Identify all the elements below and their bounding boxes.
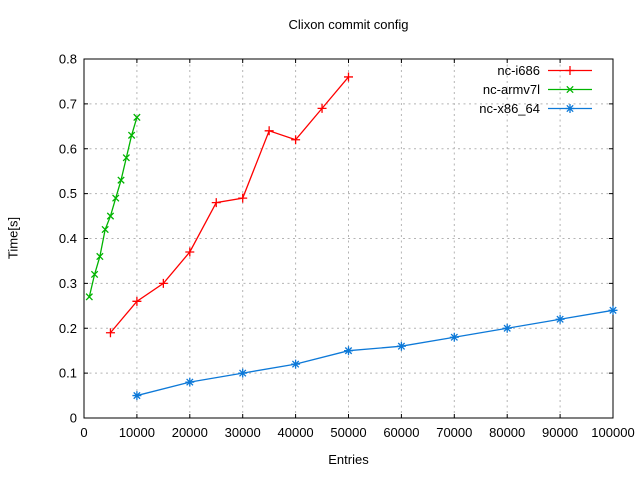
legend-item-nc-armv7l: nc-armv7l	[479, 80, 593, 99]
y-tick-label: 0.1	[59, 366, 77, 381]
legend-line-sample	[548, 66, 592, 75]
data-point-marker	[291, 359, 301, 369]
legend-sample-marker	[565, 66, 575, 75]
data-point-marker	[238, 368, 248, 378]
data-point-marker	[158, 278, 168, 288]
data-point-marker	[105, 328, 115, 338]
legend-label: nc-x86_64	[479, 101, 540, 116]
data-point-marker	[127, 131, 136, 139]
series-line	[88, 117, 138, 297]
x-tick-label: 40000	[278, 425, 314, 440]
data-point-marker	[185, 377, 195, 387]
data-point-marker	[449, 332, 459, 342]
data-point-marker	[132, 296, 142, 306]
chart-title: Clixon commit config	[288, 17, 409, 32]
y-tick-label: 0	[70, 411, 77, 426]
y-axis-label: Time[s]	[5, 216, 21, 260]
legend-item-nc-i686: nc-i686	[479, 61, 593, 80]
y-tick-label: 0.2	[59, 321, 77, 336]
x-tick-label: 90000	[542, 425, 578, 440]
legend-sample-marker	[566, 85, 574, 94]
data-point-marker	[185, 247, 195, 257]
legend-label: nc-i686	[497, 63, 540, 78]
data-point-marker	[117, 176, 125, 184]
y-tick-label: 0.5	[59, 186, 77, 201]
y-tick-label: 0.8	[59, 52, 77, 67]
legend-line-sample	[548, 85, 592, 94]
x-tick-label: 70000	[436, 425, 472, 440]
x-tick-label: 50000	[330, 425, 366, 440]
y-tick-label: 0.4	[59, 231, 77, 246]
data-point-marker	[291, 135, 301, 145]
data-point-marker	[106, 212, 115, 220]
x-tick-label: 60000	[383, 425, 419, 440]
data-point-marker	[133, 113, 141, 121]
y-tick-label: 0.7	[59, 96, 77, 111]
y-tick-label: 0.6	[59, 141, 77, 156]
data-point-marker	[90, 270, 99, 279]
x-tick-label: 80000	[489, 425, 525, 440]
x-tick-label: 100000	[591, 425, 634, 440]
x-tick-label: 30000	[225, 425, 261, 440]
data-point-marker	[344, 346, 353, 356]
legend: nc-i686 nc-armv7l nc-x86_64	[479, 61, 593, 118]
data-point-marker	[85, 293, 93, 301]
x-tick-label: 20000	[172, 425, 208, 440]
data-point-marker	[211, 198, 221, 208]
data-point-marker	[96, 252, 104, 261]
x-tick-label: 10000	[119, 425, 155, 440]
legend-item-nc-x86_64: nc-x86_64	[479, 99, 593, 118]
legend-label: nc-armv7l	[482, 82, 540, 97]
data-point-marker	[502, 323, 512, 333]
data-point-marker	[608, 305, 618, 315]
legend-line-sample	[548, 104, 592, 113]
data-point-marker	[264, 126, 274, 136]
data-point-marker	[132, 391, 142, 401]
data-point-marker	[238, 193, 248, 203]
series-line	[136, 309, 614, 397]
legend-sample-marker	[565, 104, 575, 113]
data-point-marker	[344, 72, 353, 82]
data-point-marker	[112, 194, 120, 202]
y-tick-label: 0.3	[59, 276, 77, 291]
data-point-marker	[122, 154, 130, 162]
data-point-marker	[396, 341, 406, 351]
x-axis-label: Entries	[328, 452, 369, 467]
data-point-marker	[555, 314, 565, 324]
data-point-marker	[101, 225, 109, 234]
data-point-marker	[317, 103, 327, 113]
series-line	[109, 76, 349, 334]
x-tick-label: 0	[80, 425, 87, 440]
